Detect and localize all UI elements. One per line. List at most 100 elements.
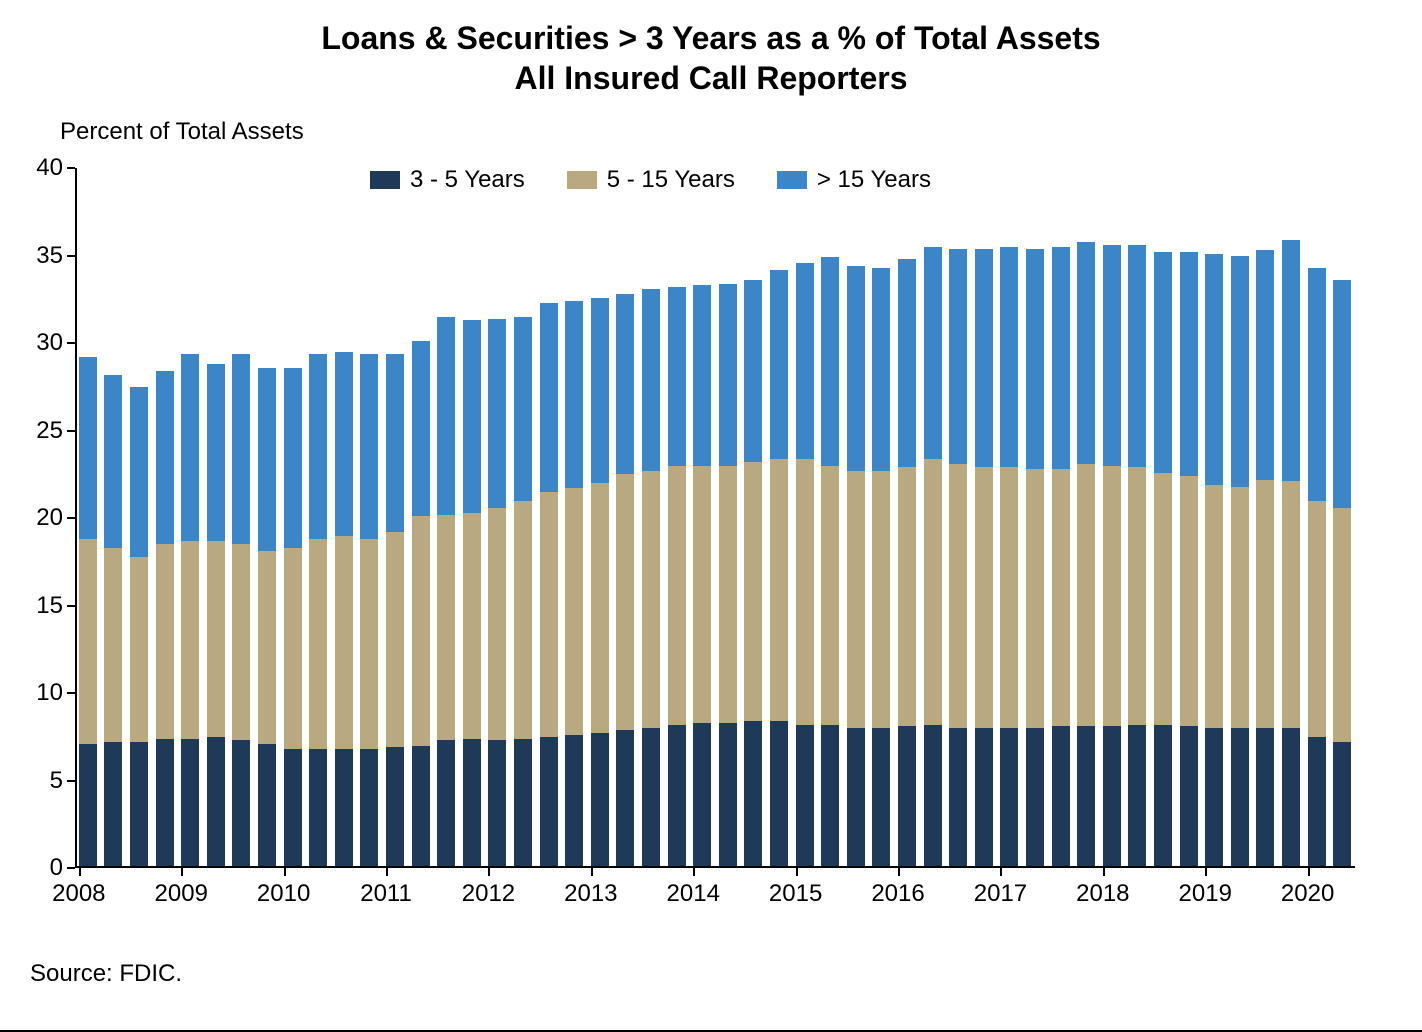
- bar-segment: [796, 459, 814, 725]
- bar-group: [1205, 254, 1223, 868]
- bar-segment: [360, 354, 378, 540]
- bar-group: [565, 301, 583, 868]
- y-tick-label: 30: [19, 329, 63, 357]
- bar-group: [156, 371, 174, 868]
- bar-segment: [1000, 247, 1018, 468]
- bar-segment: [642, 289, 660, 471]
- plot-area: 0510152025303540: [75, 168, 1355, 868]
- x-tick-mark: [284, 868, 286, 876]
- bar-segment: [437, 740, 455, 868]
- bar-segment: [258, 744, 276, 868]
- bar-segment: [1154, 252, 1172, 473]
- bar-segment: [744, 462, 762, 721]
- bar-group: [872, 268, 890, 868]
- bar-segment: [693, 285, 711, 465]
- bar-group: [386, 354, 404, 869]
- x-tick-label: 2012: [462, 880, 515, 908]
- bar-segment: [719, 284, 737, 466]
- bar-segment: [565, 488, 583, 735]
- bar-group: [668, 287, 686, 868]
- bar-segment: [1026, 728, 1044, 868]
- x-tick-mark: [1000, 868, 1002, 876]
- bar-segment: [591, 733, 609, 868]
- bar-group: [693, 285, 711, 868]
- bar-segment: [668, 287, 686, 466]
- x-tick-label: 2010: [257, 880, 310, 908]
- y-tick-mark: [67, 867, 75, 869]
- bar-segment: [232, 354, 250, 545]
- bar-group: [360, 354, 378, 869]
- bar-group: [335, 352, 353, 868]
- y-axis-title: Percent of Total Assets: [60, 118, 304, 146]
- bar-group: [898, 259, 916, 868]
- bar-segment: [232, 544, 250, 740]
- bar-segment: [821, 257, 839, 465]
- bar-segment: [1333, 742, 1351, 868]
- bar-segment: [207, 737, 225, 868]
- bar-segment: [360, 539, 378, 749]
- bar-group: [232, 354, 250, 869]
- bar-segment: [1256, 728, 1274, 868]
- bar-segment: [949, 464, 967, 728]
- bar-segment: [949, 249, 967, 464]
- bar-segment: [79, 539, 97, 744]
- x-tick-mark: [1103, 868, 1105, 876]
- bar-segment: [309, 749, 327, 868]
- x-tick-mark: [1205, 868, 1207, 876]
- bar-segment: [924, 725, 942, 869]
- bar-segment: [412, 516, 430, 745]
- y-tick-mark: [67, 605, 75, 607]
- bar-segment: [284, 749, 302, 868]
- bar-segment: [156, 371, 174, 544]
- bar-segment: [872, 728, 890, 868]
- bar-segment: [1154, 725, 1172, 869]
- bar-group: [437, 317, 455, 868]
- bar-segment: [309, 539, 327, 749]
- bar-group: [924, 247, 942, 868]
- bar-segment: [719, 466, 737, 723]
- bar-segment: [642, 728, 660, 868]
- bar-segment: [1205, 485, 1223, 728]
- bar-group: [719, 284, 737, 869]
- bar-segment: [463, 320, 481, 513]
- chart-title-line-2: All Insured Call Reporters: [0, 58, 1422, 98]
- bar-segment: [770, 721, 788, 868]
- bar-group: [821, 257, 839, 868]
- bar-group: [258, 368, 276, 869]
- bar-segment: [796, 263, 814, 459]
- bar-segment: [1103, 245, 1121, 466]
- y-tick-label: 35: [19, 242, 63, 270]
- bar-group: [1026, 249, 1044, 869]
- bar-segment: [463, 513, 481, 739]
- bar-group: [1231, 256, 1249, 869]
- x-tick-mark: [693, 868, 695, 876]
- bar-segment: [386, 747, 404, 868]
- x-tick-label: 2018: [1076, 880, 1129, 908]
- bar-segment: [591, 483, 609, 733]
- bar-segment: [975, 728, 993, 868]
- y-tick-mark: [67, 780, 75, 782]
- bar-segment: [898, 259, 916, 467]
- bar-group: [1282, 240, 1300, 868]
- bar-segment: [412, 341, 430, 516]
- bar-segment: [1308, 268, 1326, 501]
- bar-segment: [514, 317, 532, 501]
- bar-segment: [847, 728, 865, 868]
- bar-segment: [1077, 726, 1095, 868]
- bar-segment: [898, 467, 916, 726]
- y-tick-mark: [67, 517, 75, 519]
- bar-segment: [1308, 737, 1326, 868]
- bar-segment: [1282, 240, 1300, 482]
- bar-segment: [1308, 501, 1326, 737]
- bar-segment: [104, 742, 122, 868]
- bar-segment: [616, 730, 634, 868]
- bar-segment: [232, 740, 250, 868]
- bar-segment: [437, 317, 455, 515]
- bar-group: [104, 375, 122, 869]
- bar-segment: [770, 270, 788, 459]
- bar-segment: [540, 303, 558, 492]
- x-tick-label: 2016: [871, 880, 924, 908]
- source-label: Source: FDIC.: [30, 960, 182, 988]
- bar-segment: [565, 735, 583, 868]
- bar-group: [181, 354, 199, 869]
